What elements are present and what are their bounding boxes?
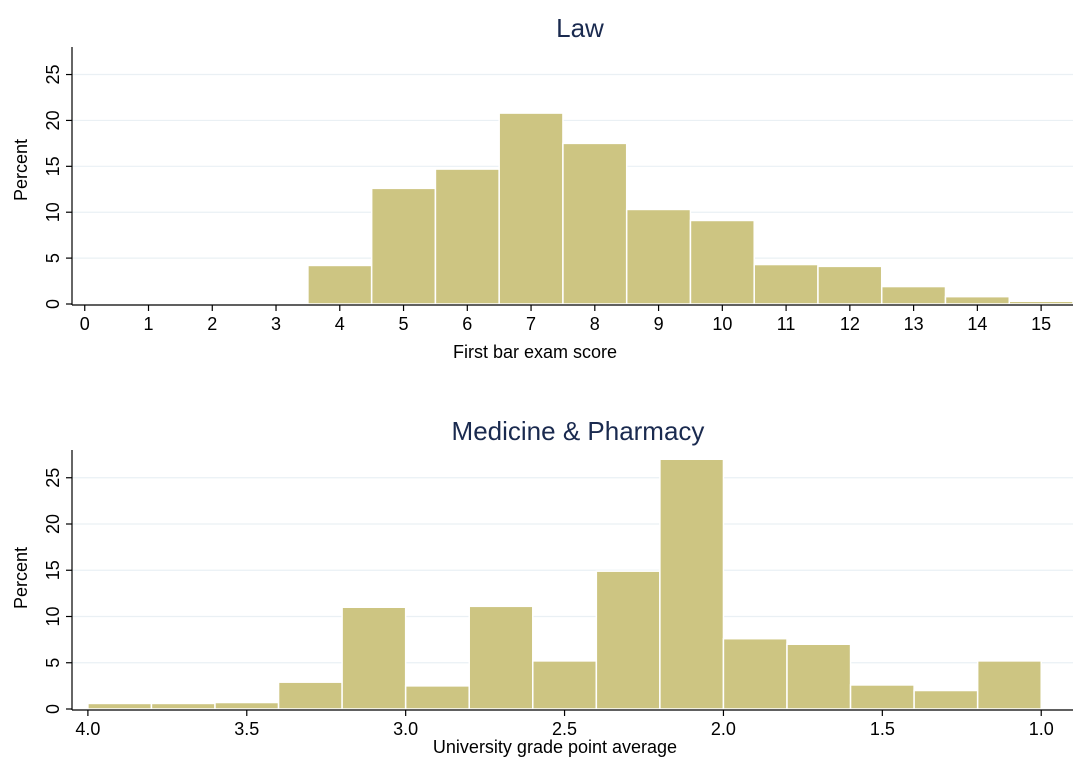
law-bar-6 — [689, 219, 755, 305]
medicine-y-tick-label: 10 — [43, 606, 63, 626]
medicine-chart-title: Medicine & Pharmacy — [452, 416, 705, 446]
medicine-bar-1 — [150, 702, 216, 710]
law-x-tick-label: 1 — [144, 314, 154, 334]
law-x-tick-label: 2 — [207, 314, 217, 334]
law-x-tick-label: 4 — [335, 314, 345, 334]
medicine-bar-14 — [976, 660, 1042, 710]
law-y-tick-label: 25 — [43, 65, 63, 85]
medicine-x-tick-label: 3.5 — [234, 719, 259, 739]
medicine-bar-0 — [87, 702, 153, 710]
medicine-y-tick-label: 25 — [43, 468, 63, 488]
law-x-tick-label: 0 — [80, 314, 90, 334]
medicine-y-axis-label: Percent — [11, 547, 31, 609]
law-x-tick-label: 7 — [526, 314, 536, 334]
medicine-x-tick-label: 4.0 — [75, 719, 100, 739]
law-x-tick-label: 9 — [654, 314, 664, 334]
medicine-y-tick-label: 0 — [43, 704, 63, 714]
law-y-tick-label: 5 — [43, 253, 63, 263]
law-bar-10 — [944, 295, 1010, 305]
law-y-tick-label: 10 — [43, 202, 63, 222]
law-x-tick-label: 13 — [904, 314, 924, 334]
medicine-bar-8 — [595, 570, 661, 710]
medicine-x-tick-label: 2.5 — [552, 719, 577, 739]
medicine-x-tick-label: 1.5 — [870, 719, 895, 739]
law-x-tick-label: 15 — [1031, 314, 1051, 334]
law-y-tick-label: 20 — [43, 110, 63, 130]
medicine-bar-7 — [532, 660, 598, 710]
law-x-tick-label: 11 — [777, 314, 796, 334]
medicine-x-axis-label: University grade point average — [433, 737, 677, 757]
law-x-tick-label: 10 — [712, 314, 732, 334]
medicine-y-tick-label: 20 — [43, 514, 63, 534]
law-y-tick-label: 15 — [43, 156, 63, 176]
medicine-panel: Medicine & Pharmacy University grade poi… — [11, 416, 1073, 757]
medicine-bar-4 — [341, 606, 407, 710]
law-x-tick-label: 14 — [967, 314, 987, 334]
law-bar-3 — [498, 112, 564, 305]
law-bar-5 — [625, 208, 692, 305]
medicine-bar-5 — [404, 685, 470, 710]
law-bar-1 — [370, 187, 437, 305]
law-x-tick-label: 6 — [462, 314, 472, 334]
medicine-bar-3 — [277, 681, 343, 710]
law-bar-2 — [434, 168, 500, 305]
law-bar-7 — [753, 263, 819, 305]
law-bar-4 — [562, 142, 628, 305]
medicine-y-tick-label: 5 — [43, 658, 63, 668]
medicine-bar-10 — [722, 637, 788, 710]
law-chart-title: Law — [556, 13, 604, 43]
medicine-x-tick-label: 1.0 — [1029, 719, 1054, 739]
law-bar-9 — [880, 285, 947, 305]
law-bar-8 — [817, 265, 883, 305]
medicine-bar-13 — [913, 689, 979, 710]
law-x-tick-label: 5 — [399, 314, 409, 334]
medicine-x-tick-label: 2.0 — [711, 719, 736, 739]
law-y-axis-label: Percent — [11, 139, 31, 201]
medicine-x-tick-label: 3.0 — [393, 719, 418, 739]
law-bar-0 — [307, 264, 373, 305]
law-x-tick-label: 8 — [590, 314, 600, 334]
law-bar-11 — [1008, 300, 1074, 305]
law-y-tick-label: 0 — [43, 299, 63, 309]
law-panel: Law First bar exam score Percent 0510152… — [11, 13, 1074, 362]
medicine-bar-6 — [468, 605, 534, 710]
medicine-y-tick-label: 15 — [43, 560, 63, 580]
law-x-tick-label: 3 — [271, 314, 281, 334]
medicine-bar-2 — [214, 701, 280, 710]
medicine-bar-12 — [849, 684, 915, 710]
medicine-bar-11 — [786, 643, 852, 710]
medicine-bar-9 — [659, 458, 725, 710]
law-x-tick-label: 12 — [840, 314, 860, 334]
law-x-axis-label: First bar exam score — [453, 342, 617, 362]
